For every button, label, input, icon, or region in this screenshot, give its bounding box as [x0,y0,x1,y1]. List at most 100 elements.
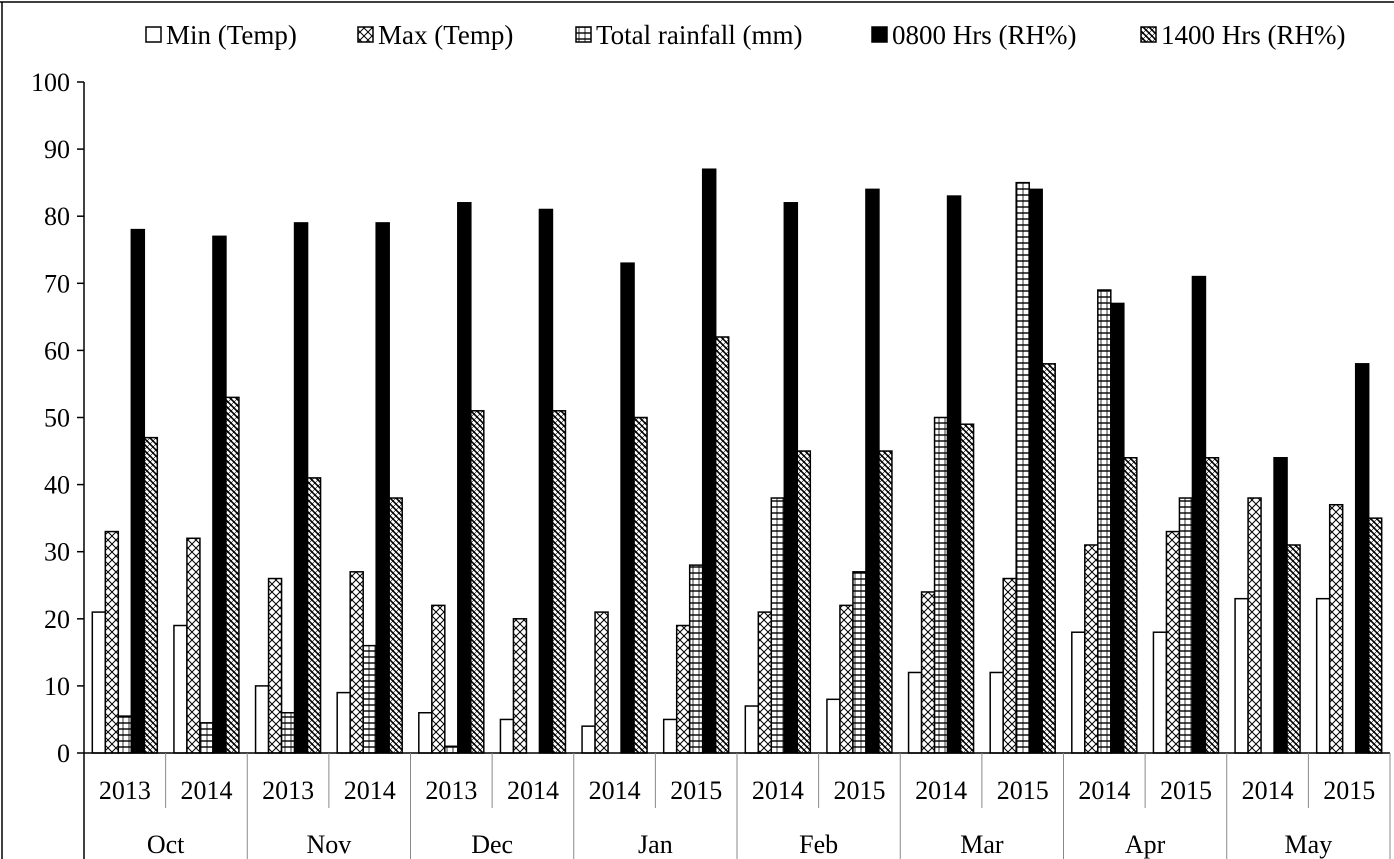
bar [1286,544,1301,754]
month-label: Nov [306,830,351,859]
bar [293,222,309,754]
bar [306,477,322,754]
y-tick-label: 70 [44,269,70,298]
y-axis: 0 10 20 30 40 50 60 70 80 90 100 [31,68,85,768]
bar [130,228,146,754]
year-label: 2014 [507,776,559,805]
year-label: 2015 [1323,776,1375,805]
legend-label-max-temp: Max (Temp) [378,20,513,50]
year-label: 2015 [833,776,885,805]
bar [1097,289,1112,754]
legend-swatch-1400-rh [1140,26,1157,43]
bar [1084,544,1099,754]
bar [1234,597,1249,754]
bar [199,722,214,754]
legend-label-0800-rh: 0800 Hrs (RH%) [892,20,1076,50]
year-label: 2014 [915,776,967,805]
month-label: Apr [1125,830,1166,859]
bar [865,188,880,754]
legend-item-1400-rh: 1400 Hrs (RH%) [1140,20,1345,50]
bar [512,618,528,754]
bar [1110,302,1125,754]
bar [633,416,648,754]
y-tick-label: 30 [44,538,70,567]
bar [933,416,949,754]
bar [852,571,867,754]
bar [431,604,446,754]
bar [470,410,485,754]
bar [551,410,567,754]
bar [989,671,1004,754]
y-tick-label: 0 [57,739,70,768]
y-tick-label: 20 [44,605,70,634]
bar [662,718,678,754]
bar [688,564,704,754]
bar [186,537,201,754]
bar [1165,530,1181,754]
y-tick-label: 40 [44,471,70,500]
y-tick-label: 50 [44,404,70,433]
bar [1071,631,1086,754]
bar [418,711,433,754]
bar [538,208,554,754]
year-label: 2013 [262,776,314,805]
bar [839,604,854,754]
bar [1315,597,1331,754]
legend-swatch-min-temp [145,26,162,43]
year-label: 2015 [997,776,1049,805]
bar [375,222,390,754]
year-label: 2014 [344,776,396,805]
y-tick-label: 60 [44,336,70,365]
bar [701,168,717,754]
year-label: 2015 [1160,776,1212,805]
year-label: 2013 [99,776,151,805]
year-label: 2014 [1078,776,1130,805]
bar [878,450,893,754]
year-label: 2015 [670,776,722,805]
y-tick-label: 100 [31,68,70,97]
y-tick-label: 80 [44,202,70,231]
bar [581,725,596,754]
year-label: 2014 [752,776,804,805]
bar [225,396,240,754]
year-label: 2014 [1242,776,1294,805]
bar [173,624,188,754]
bar [1015,181,1030,754]
legend: Min (Temp) Max (Temp) Total rainfall (mm… [145,20,1345,50]
bar [212,235,227,754]
bar [1123,457,1138,754]
bar [444,745,459,754]
bar [349,571,364,754]
bar [1041,363,1056,754]
bars [91,168,1383,754]
bar [907,671,923,754]
bar [1152,631,1168,754]
legend-item-min-temp: Min (Temp) [145,20,297,50]
y-tick-label: 90 [44,135,70,164]
month-label: Oct [147,830,185,859]
legend-label-1400-rh: 1400 Hrs (RH%) [1161,20,1345,50]
bar [744,705,760,754]
year-label: 2014 [589,776,641,805]
bar [594,611,609,754]
bar [1178,497,1194,754]
bar [620,262,635,754]
y-tick-label: 10 [44,672,70,701]
bar [675,624,691,754]
legend-label-total-rainfall: Total rainfall (mm) [596,20,803,50]
year-label: 2014 [180,776,232,805]
legend-item-total-rainfall: Total rainfall (mm) [575,20,803,50]
bar [826,698,841,754]
bar [499,718,515,754]
legend-swatch-0800-rh [871,26,888,43]
bar [1367,517,1383,754]
bar [1354,363,1370,754]
bar [457,202,472,754]
month-label: Mar [960,830,1004,859]
x-axis: 2013 2014 2013 2014 2013 2014 2014 2015 2014 2015… [83,752,1391,859]
bar [388,497,403,754]
bar [757,611,773,754]
month-label: Dec [471,830,513,859]
legend-label-min-temp: Min (Temp) [166,20,297,50]
